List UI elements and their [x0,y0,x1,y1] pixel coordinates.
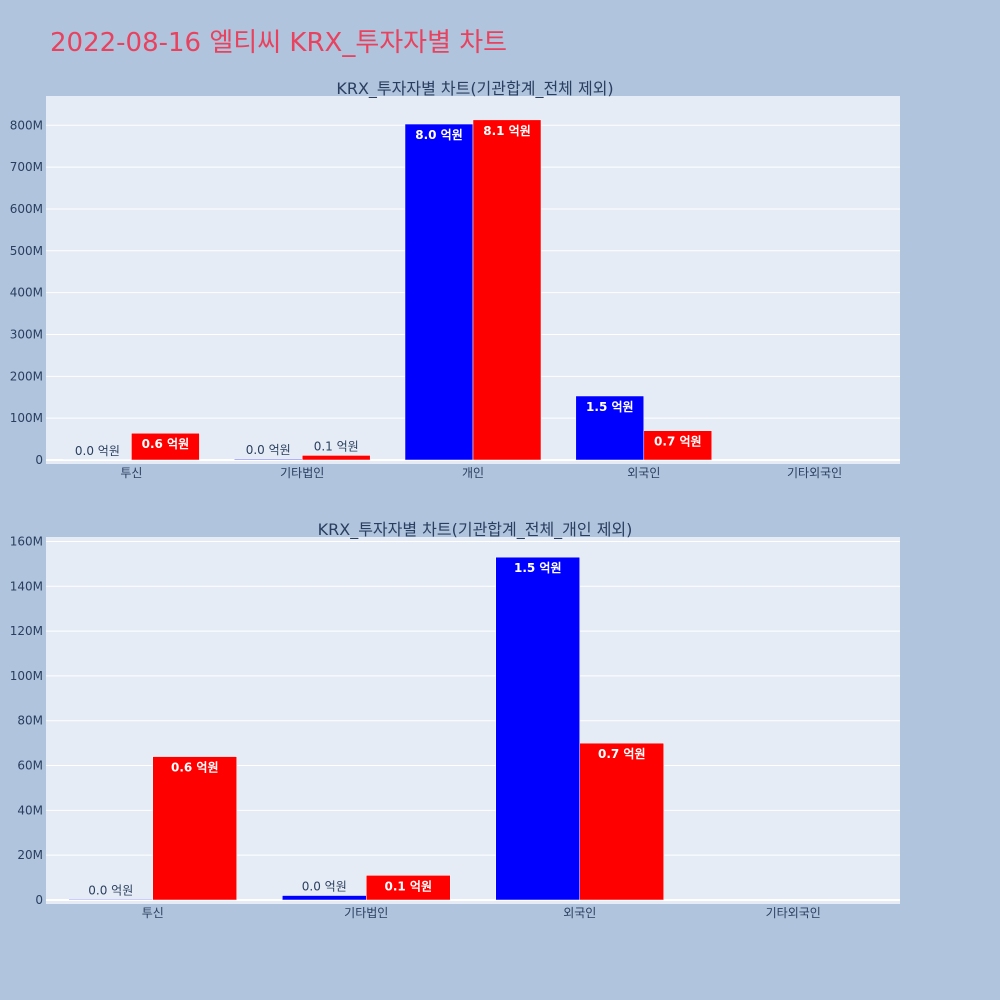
data-label: 0.6 억원 [171,761,219,775]
x-tick-label: 투신 [142,906,164,920]
y-tick-label: 300M [10,327,43,341]
bar [472,119,542,461]
bar [404,123,474,461]
y-tick-label: 60M [17,759,43,773]
y-tick-label: 100M [10,411,43,425]
data-label: 8.1 억원 [483,124,531,138]
data-label: 0.7 억원 [654,435,702,449]
y-tick-label: 160M [10,534,43,548]
y-tick-label: 600M [10,202,43,216]
x-tick-label: 기타외국인 [787,466,842,480]
y-tick-label: 140M [10,579,43,593]
bar [366,875,451,901]
y-tick-label: 0 [35,453,43,467]
y-tick-label: 120M [10,624,43,638]
y-tick-label: 0 [35,893,43,907]
y-tick-label: 20M [17,848,43,862]
x-tick-label: 외국인 [563,906,596,920]
bar [643,430,713,461]
bar [68,899,153,901]
y-tick-label: 700M [10,160,43,174]
data-label: 0.0 억원 [88,883,133,897]
data-label: 1.5 억원 [586,400,634,414]
bar [152,756,237,901]
bar [282,895,367,901]
y-tick-label: 400M [10,286,43,300]
bar [495,556,580,901]
bar [579,742,664,901]
data-label: 8.0 억원 [415,128,463,142]
data-label: 0.0 억원 [246,443,291,457]
page-title: 2022-08-16 엘티씨 KRX_투자자별 차트 [50,28,508,58]
data-label: 0.1 억원 [314,439,359,453]
x-tick-label: 외국인 [627,466,660,480]
x-tick-label: 기타외국인 [766,906,821,920]
x-tick-label: 기타법인 [280,466,324,480]
data-label: 0.0 억원 [302,880,347,894]
chart-title: KRX_투자자별 차트(기관합계_전체_개인 제외) [318,520,633,540]
data-label: 0.7 억원 [598,747,646,761]
y-tick-label: 100M [10,669,43,683]
x-tick-label: 개인 [462,466,484,480]
x-tick-label: 기타법인 [344,906,388,920]
x-tick-label: 투신 [120,466,142,480]
data-label: 0.1 억원 [384,879,432,893]
bar [301,455,371,461]
bar [131,432,200,461]
y-tick-label: 40M [17,803,43,817]
y-tick-label: 500M [10,244,43,258]
y-tick-label: 80M [17,714,43,728]
data-label: 0.6 억원 [142,437,190,451]
bar [575,395,645,461]
data-label: 0.0 억원 [75,444,120,458]
y-tick-label: 800M [10,118,43,132]
data-label: 1.5 억원 [514,561,562,575]
y-tick-label: 200M [10,369,43,383]
chart-title: KRX_투자자별 차트(기관합계_전체 제외) [336,79,613,99]
